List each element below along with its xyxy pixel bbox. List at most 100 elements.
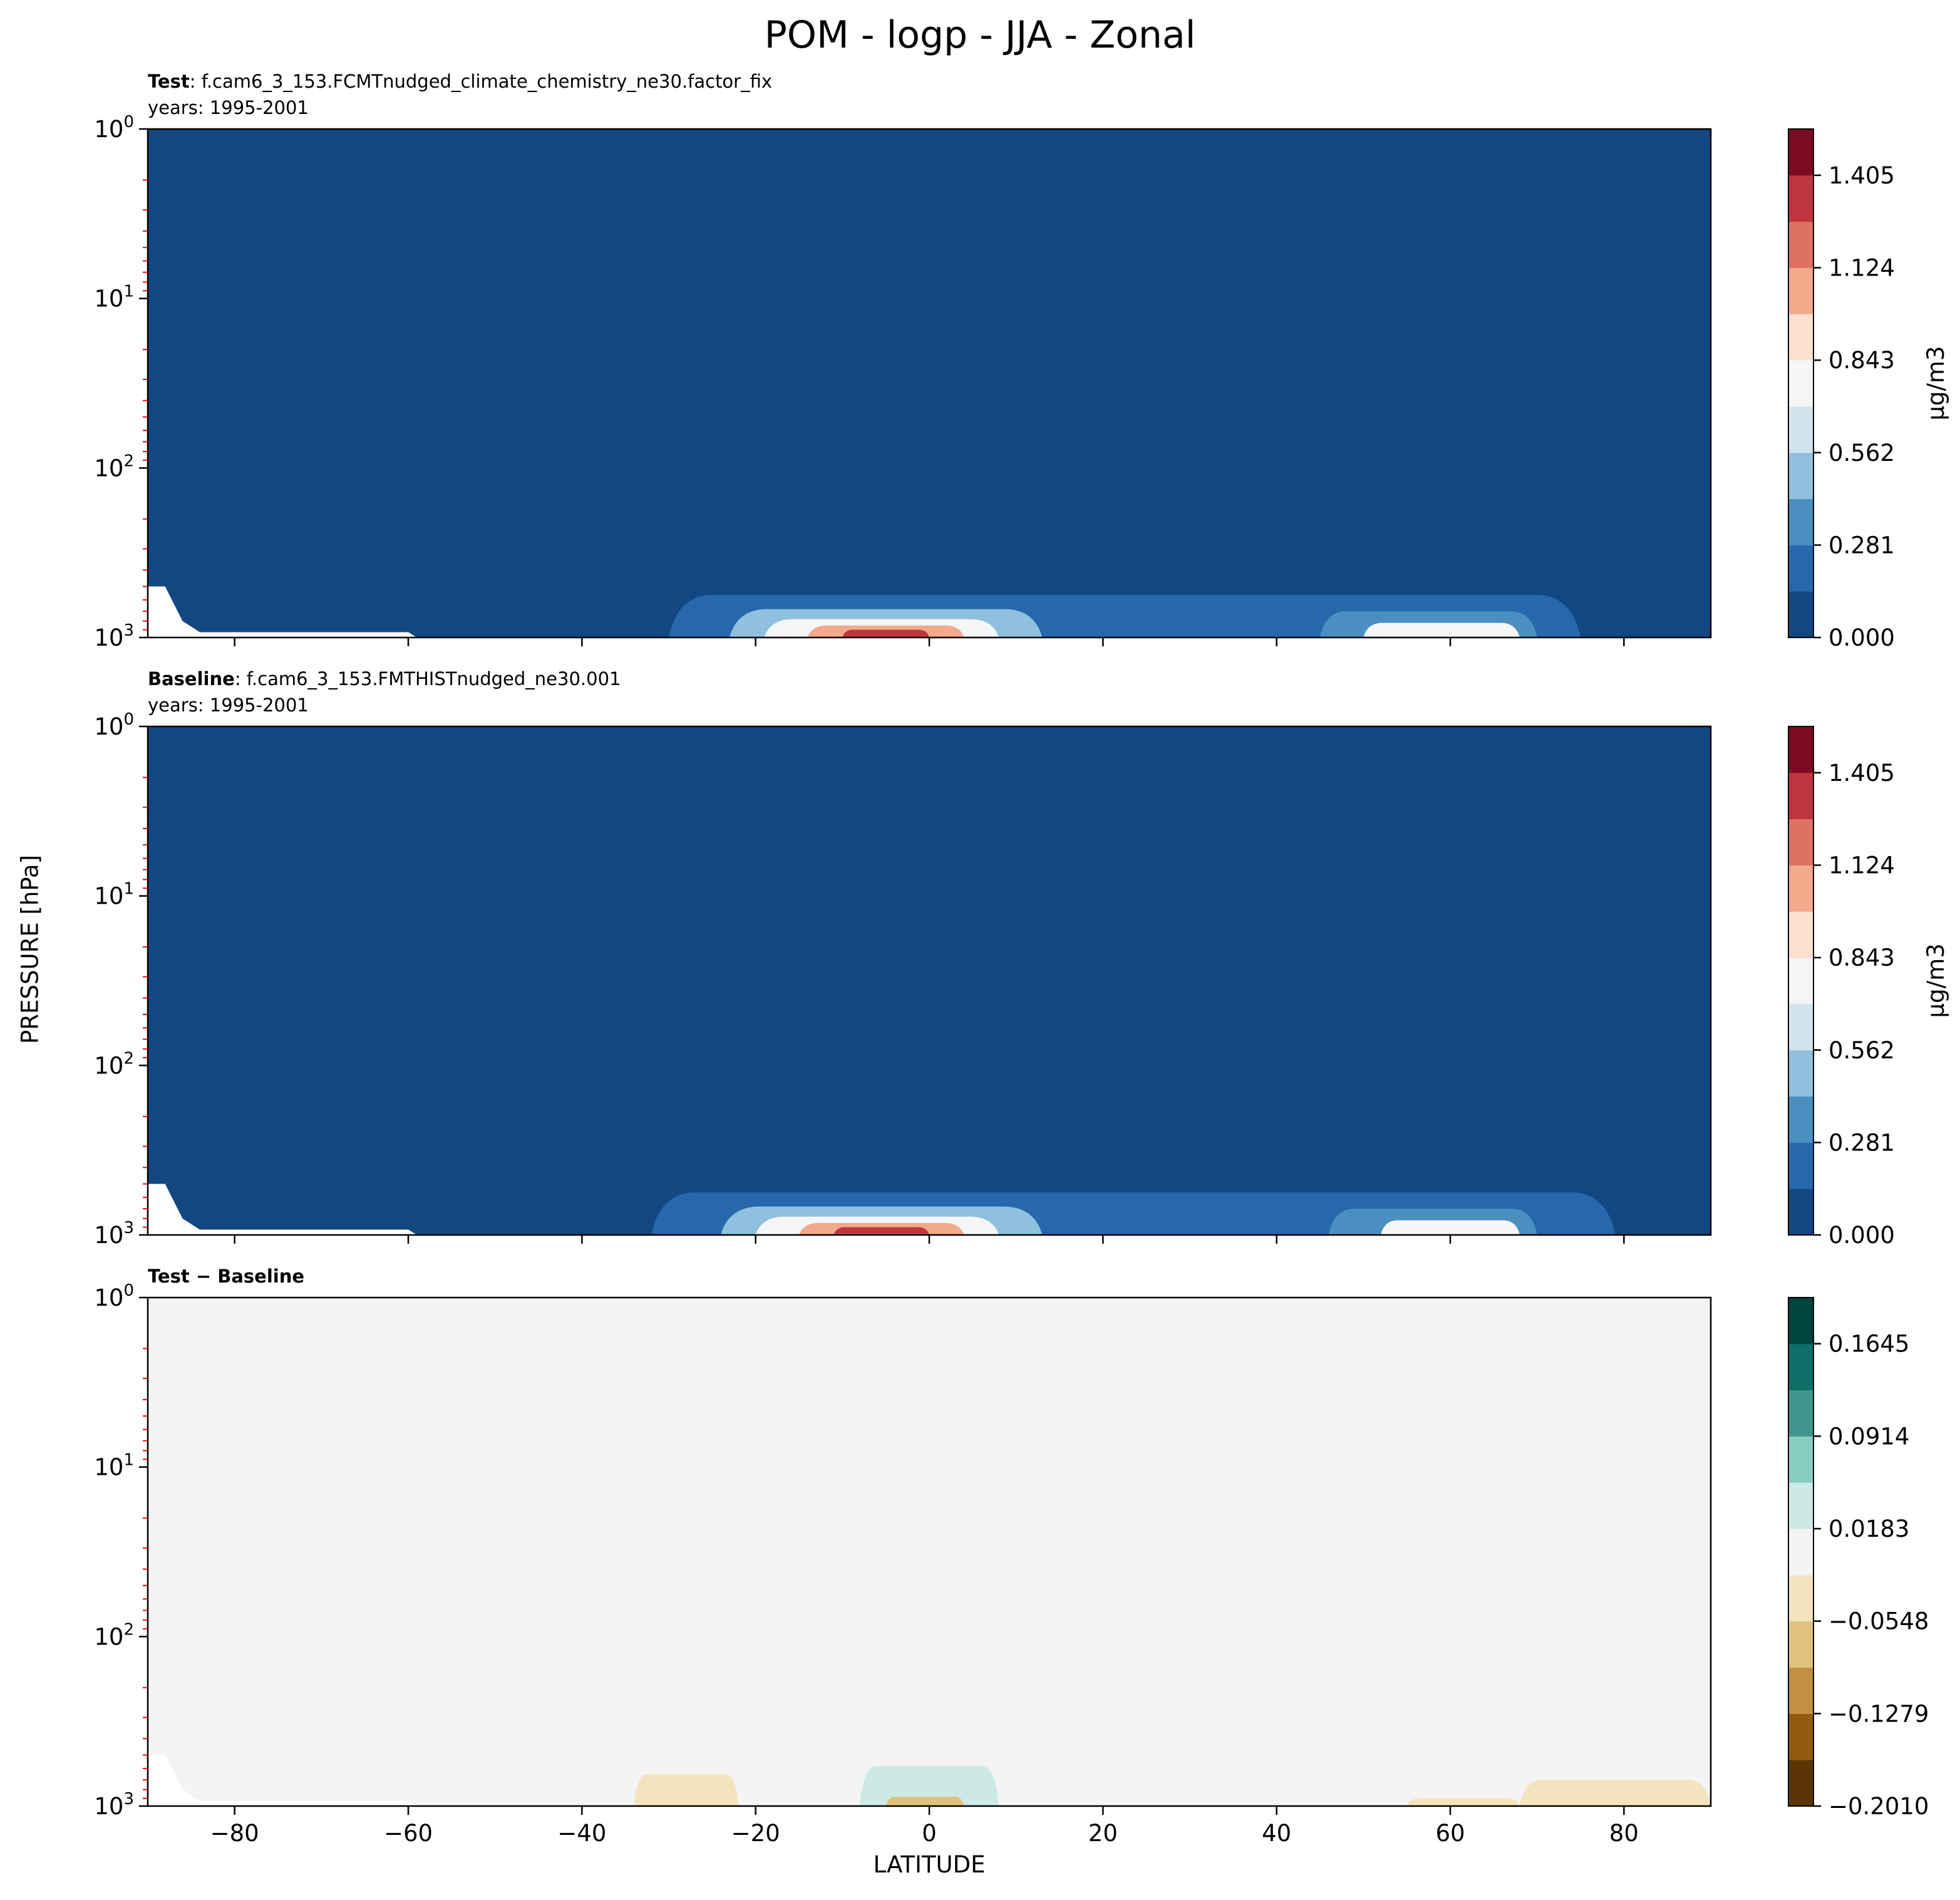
x-tick-label: −40 [557,1820,606,1847]
colorbar-segment [1788,1050,1813,1097]
colorbar-segment [1788,1667,1813,1714]
contour-background [148,129,1711,638]
x-tick-label: 20 [1088,1820,1118,1847]
colorbar-segment [1788,1343,1813,1391]
colorbar-tick-label: −0.1279 [1828,1700,1929,1727]
missing-data-region [148,1184,417,1235]
colorbar-segment [1788,1142,1813,1189]
colorbar-tick-label: 0.843 [1828,347,1895,374]
panel-1-label-bold: Test [148,71,190,92]
y-tick-label: 101 [94,880,134,910]
colorbar-tick-label: 0.562 [1828,440,1895,467]
y-tick-label: 100 [94,1281,134,1311]
panel-2-label-rest: : f.cam6_3_153.FMTHISTnudged_ne30.001 [234,668,621,689]
colorbar-segment [1788,818,1813,865]
contour-blob-4 [1519,1780,1711,1806]
y-tick-label: 103 [94,1219,134,1249]
colorbar-segment [1788,1621,1813,1668]
colorbar-segment [1788,129,1813,176]
panel-2-plot: 100 101 102 103 [94,710,1712,1249]
colorbar-segment [1788,1529,1813,1576]
y-tick-label: 102 [94,452,134,482]
colorbar-segment [1788,267,1813,314]
colorbar-segment [1788,1482,1813,1529]
contour-background [148,726,1711,1235]
y-axis-label: PRESSURE [hPa] [16,855,44,1044]
contour-blob-7 [1363,622,1520,638]
colorbar-label: μg/m3 [1922,346,1949,420]
y-tick-label: 102 [94,1620,134,1650]
panel-3-label-bold: Test − Baseline [148,1266,305,1287]
colorbar-segment [1788,221,1813,268]
colorbar-tick-label: −0.0548 [1828,1608,1929,1635]
colorbar-tick-label: 0.000 [1828,1222,1895,1249]
contour-blob-5 [833,1227,929,1235]
contour-background [148,1298,1711,1806]
colorbar-segment [1788,1003,1813,1051]
colorbar-segment [1788,545,1813,592]
y-tick-label: 102 [94,1049,134,1079]
colorbar-segment [1788,591,1813,638]
missing-data-region [148,586,417,638]
y-tick-label: 101 [94,1451,134,1481]
x-tick-label: −80 [210,1820,259,1847]
colorbar-segment [1788,726,1813,773]
colorbar-tick-label: 0.562 [1828,1037,1895,1064]
panel-3-title: Test − Baseline [148,1264,304,1289]
panel-2-label-bold: Baseline [148,668,235,689]
colorbar-tick-label: 0.281 [1828,532,1895,559]
colorbar-segment [1788,911,1813,958]
contour-blob-3 [885,1796,964,1806]
colorbar-tick-label: 1.124 [1828,852,1895,879]
x-tick-label: 60 [1435,1820,1465,1847]
panel-1-title: Test: f.cam6_3_153.FCMTnudged_climate_ch… [148,69,772,94]
colorbar-segment [1788,1298,1813,1345]
colorbar-1: 0.000 0.281 0.562 0.843 1.124 1.405 μg/m3 [1788,128,1949,651]
panel-1-label-rest: : f.cam6_3_153.FCMTnudged_climate_chemis… [189,71,773,92]
colorbar-segment [1788,498,1813,545]
panel-3-plot: 100 101 102 103 −80 −60 −40 −20 0 20 40 60 80 [94,1281,1712,1847]
colorbar-tick-label: 0.843 [1828,944,1895,971]
colorbar-segment [1788,1713,1813,1760]
x-tick-label: −20 [731,1820,780,1847]
panel-1-years: years: 1995-2001 [148,97,309,118]
colorbar-segment [1788,772,1813,820]
colorbar-tick-label: 0.0183 [1828,1515,1909,1542]
figure-title: POM - logp - JJA - Zonal [764,13,1196,57]
x-tick-label: 0 [922,1820,937,1847]
panel-2-years: years: 1995-2001 [148,694,309,716]
x-tick-label: 40 [1262,1820,1291,1847]
colorbar-segment [1788,314,1813,361]
colorbar-segment [1788,1189,1813,1236]
colorbar-segment [1788,865,1813,912]
colorbar-segment [1788,406,1813,453]
colorbar-frame [1788,726,1814,1236]
colorbar-tick-label: −0.2010 [1828,1793,1929,1820]
colorbar-tick-label: 0.1645 [1828,1331,1909,1358]
contour-blob-7 [1381,1220,1520,1235]
colorbar-label: μg/m3 [1922,943,1949,1018]
colorbar-tick-label: 0.0914 [1828,1423,1909,1450]
x-axis-label: LATITUDE [873,1851,986,1878]
colorbar-frame [1788,128,1814,638]
missing-data-region [148,1755,417,1806]
colorbar-tick-label: 0.000 [1828,624,1895,651]
y-tick-label: 101 [94,282,134,312]
colorbar-segment [1788,360,1813,407]
colorbar-segment [1788,1390,1813,1437]
colorbar-tick-label: 1.405 [1828,760,1895,787]
contour-blob-5 [842,629,929,638]
contour-blob-5 [1406,1798,1520,1806]
colorbar-segment [1788,1760,1813,1807]
colorbar-segment [1788,452,1813,500]
contour-blob-2 [860,1765,999,1806]
colorbar-segment [1788,175,1813,222]
y-tick-label: 103 [94,1790,134,1820]
colorbar-tick-label: 1.124 [1828,255,1895,282]
y-tick-label: 100 [94,113,134,143]
contour-blob-1 [634,1774,738,1806]
y-tick-label: 103 [94,621,134,651]
panel-2-title: Baseline: f.cam6_3_153.FMTHISTnudged_ne3… [148,666,621,691]
colorbar-segment [1788,1096,1813,1143]
